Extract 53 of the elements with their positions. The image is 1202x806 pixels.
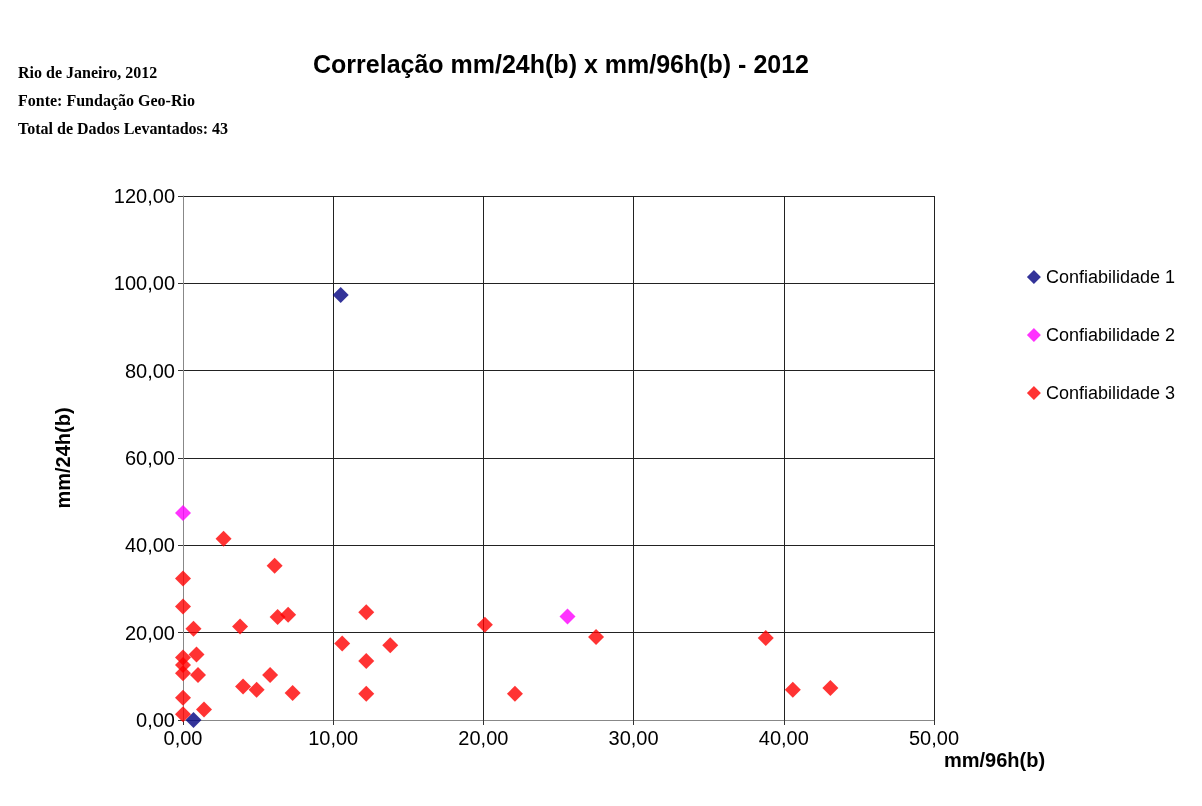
- point: [175, 689, 191, 706]
- point: [334, 635, 351, 652]
- y-tick-label: 40,00: [124, 534, 175, 557]
- point: [284, 684, 301, 701]
- y-tick-label: 20,00: [124, 621, 175, 644]
- point: [332, 287, 349, 304]
- legend-label: Confiabilidade 2: [1045, 325, 1175, 345]
- point: [185, 712, 202, 728]
- x-axis-title: mm/96h(b): [944, 749, 1046, 771]
- point: [175, 706, 191, 723]
- point: [248, 681, 265, 698]
- point: [784, 681, 801, 698]
- point: [175, 570, 191, 587]
- source-note: Fonte: Fundação Geo-Rio: [18, 91, 195, 110]
- y-tick-label: 120,00: [113, 185, 175, 207]
- y-tick-label: 60,00: [124, 447, 175, 469]
- point: [215, 530, 232, 547]
- point: [196, 701, 213, 718]
- x-tick-label: 50,00: [908, 727, 960, 749]
- y-tick-label: 100,00: [113, 272, 175, 295]
- y-axis-title: mm/24h(b): [52, 407, 74, 509]
- point: [175, 598, 191, 615]
- legend-label: Confiabilidade 3: [1045, 383, 1175, 403]
- point: [476, 616, 493, 633]
- x-tick-label: 30,00: [608, 727, 659, 749]
- point: [232, 618, 249, 635]
- point: [188, 646, 205, 663]
- point: [235, 678, 252, 695]
- point: [382, 637, 399, 654]
- point: [280, 606, 297, 623]
- point: [266, 557, 283, 574]
- chart-title: Correlação mm/24h(b) x mm/96h(b) - 2012: [313, 49, 809, 78]
- point: [269, 608, 286, 625]
- point: [358, 604, 375, 621]
- point: [559, 608, 576, 625]
- point: [262, 667, 279, 684]
- x-tick-label: 40,00: [758, 727, 809, 749]
- point: [757, 629, 774, 646]
- x-tick-label: 20,00: [458, 727, 509, 749]
- point: [358, 685, 375, 702]
- point: [822, 680, 839, 697]
- point: [175, 665, 191, 682]
- point: [190, 667, 207, 684]
- text: Rio de Janeiro, 2012: [18, 63, 158, 81]
- text: Total de Dados Levantados: 43: [18, 119, 229, 137]
- point: [506, 685, 523, 702]
- y-tick-label: 80,00: [124, 359, 175, 382]
- point: [358, 653, 375, 670]
- point: [185, 620, 202, 637]
- point: [175, 505, 191, 522]
- x-tick-label: 10,00: [308, 727, 359, 749]
- legend-label: Confiabilidade 1: [1045, 267, 1175, 287]
- point: [588, 629, 605, 646]
